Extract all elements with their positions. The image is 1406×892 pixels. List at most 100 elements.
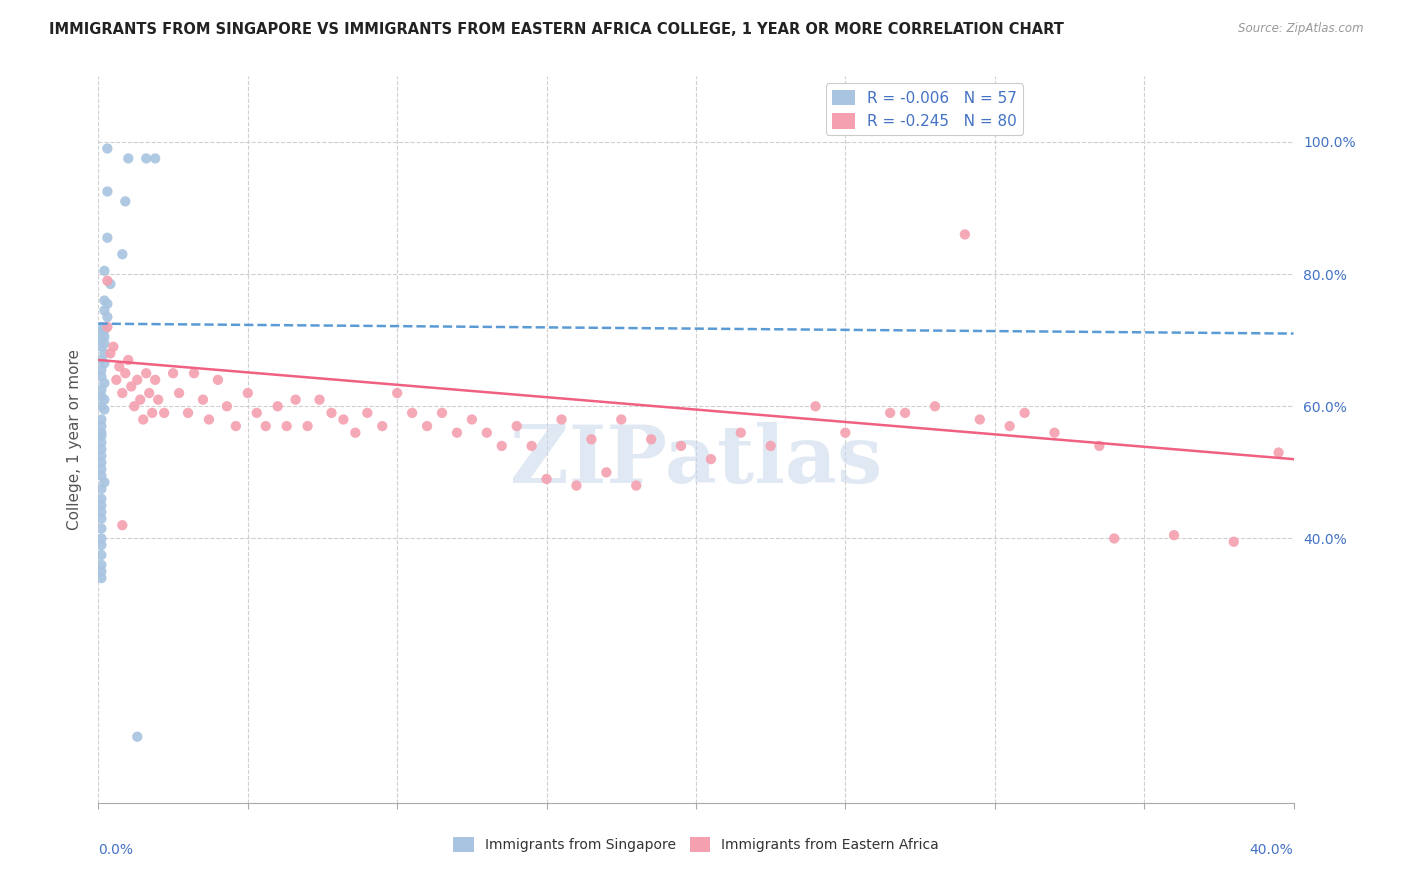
Point (90, 491, 112, 506)
Point (321, 406, 343, 420)
Point (90, 340, 112, 354)
Point (117, 152, 139, 166)
Point (90, 326, 112, 341)
Text: Source: ZipAtlas.com: Source: ZipAtlas.com (1239, 22, 1364, 36)
Point (1267, 445, 1289, 459)
Point (93, 402, 115, 417)
Point (127, 373, 149, 387)
Point (138, 386, 160, 401)
Point (506, 419, 529, 434)
Point (111, 518, 134, 533)
Point (117, 353, 139, 368)
Point (1014, 406, 1036, 420)
Point (332, 412, 354, 426)
Point (225, 419, 247, 434)
Point (90, 363, 112, 377)
Point (308, 392, 330, 407)
Point (96, 297, 118, 311)
Point (267, 399, 290, 413)
Point (297, 419, 319, 434)
Point (246, 406, 269, 420)
Point (90, 383, 112, 397)
Point (924, 399, 946, 413)
Point (93, 323, 115, 337)
Point (90, 449, 112, 463)
Point (90, 482, 112, 496)
Point (626, 478, 648, 492)
Point (114, 194, 136, 209)
Point (90, 399, 112, 413)
Point (143, 152, 166, 166)
Point (96, 142, 118, 156)
Point (132, 412, 155, 426)
Point (148, 392, 170, 407)
Point (430, 406, 453, 420)
Point (90, 538, 112, 552)
Point (565, 478, 588, 492)
Point (93, 330, 115, 344)
Point (93, 475, 115, 490)
Point (111, 247, 134, 261)
Point (111, 386, 134, 401)
Point (93, 376, 115, 391)
Point (461, 412, 484, 426)
Point (834, 425, 856, 440)
Point (90, 412, 112, 426)
Point (93, 264, 115, 278)
Point (162, 366, 184, 380)
Point (153, 406, 176, 420)
Legend: Immigrants from Singapore, Immigrants from Eastern Africa: Immigrants from Singapore, Immigrants fr… (447, 831, 945, 857)
Point (90, 571, 112, 585)
Point (998, 419, 1021, 434)
Point (90, 389, 112, 403)
Point (96, 320, 118, 334)
Point (93, 336, 115, 351)
Point (401, 406, 423, 420)
Point (93, 293, 115, 308)
Text: 40.0%: 40.0% (1250, 843, 1294, 857)
Point (215, 399, 238, 413)
Point (254, 419, 277, 434)
Point (236, 386, 259, 401)
Point (536, 472, 558, 486)
Point (90, 558, 112, 572)
Point (276, 419, 298, 434)
Point (90, 419, 112, 434)
Point (475, 425, 498, 440)
Point (1088, 439, 1111, 453)
Point (207, 373, 229, 387)
Point (90, 435, 112, 450)
Point (96, 310, 118, 324)
Point (108, 359, 131, 374)
Point (953, 227, 976, 242)
Point (90, 442, 112, 457)
Point (90, 333, 112, 347)
Point (90, 565, 112, 579)
Point (93, 356, 115, 370)
Point (416, 419, 439, 434)
Point (595, 466, 617, 480)
Point (371, 419, 394, 434)
Point (141, 406, 163, 420)
Point (669, 439, 692, 453)
Point (96, 185, 118, 199)
Point (491, 439, 513, 453)
Point (135, 152, 157, 166)
Text: 0.0%: 0.0% (98, 843, 134, 857)
Point (124, 399, 146, 413)
Point (356, 406, 378, 420)
Point (520, 439, 543, 453)
Point (127, 730, 149, 744)
Point (90, 429, 112, 443)
Point (167, 386, 190, 401)
Point (143, 373, 166, 387)
Point (135, 366, 157, 380)
Point (90, 511, 112, 525)
Point (198, 412, 221, 426)
Point (90, 462, 112, 476)
Point (90, 548, 112, 562)
Point (581, 432, 603, 446)
Point (969, 412, 991, 426)
Point (610, 412, 633, 426)
Point (90, 320, 112, 334)
